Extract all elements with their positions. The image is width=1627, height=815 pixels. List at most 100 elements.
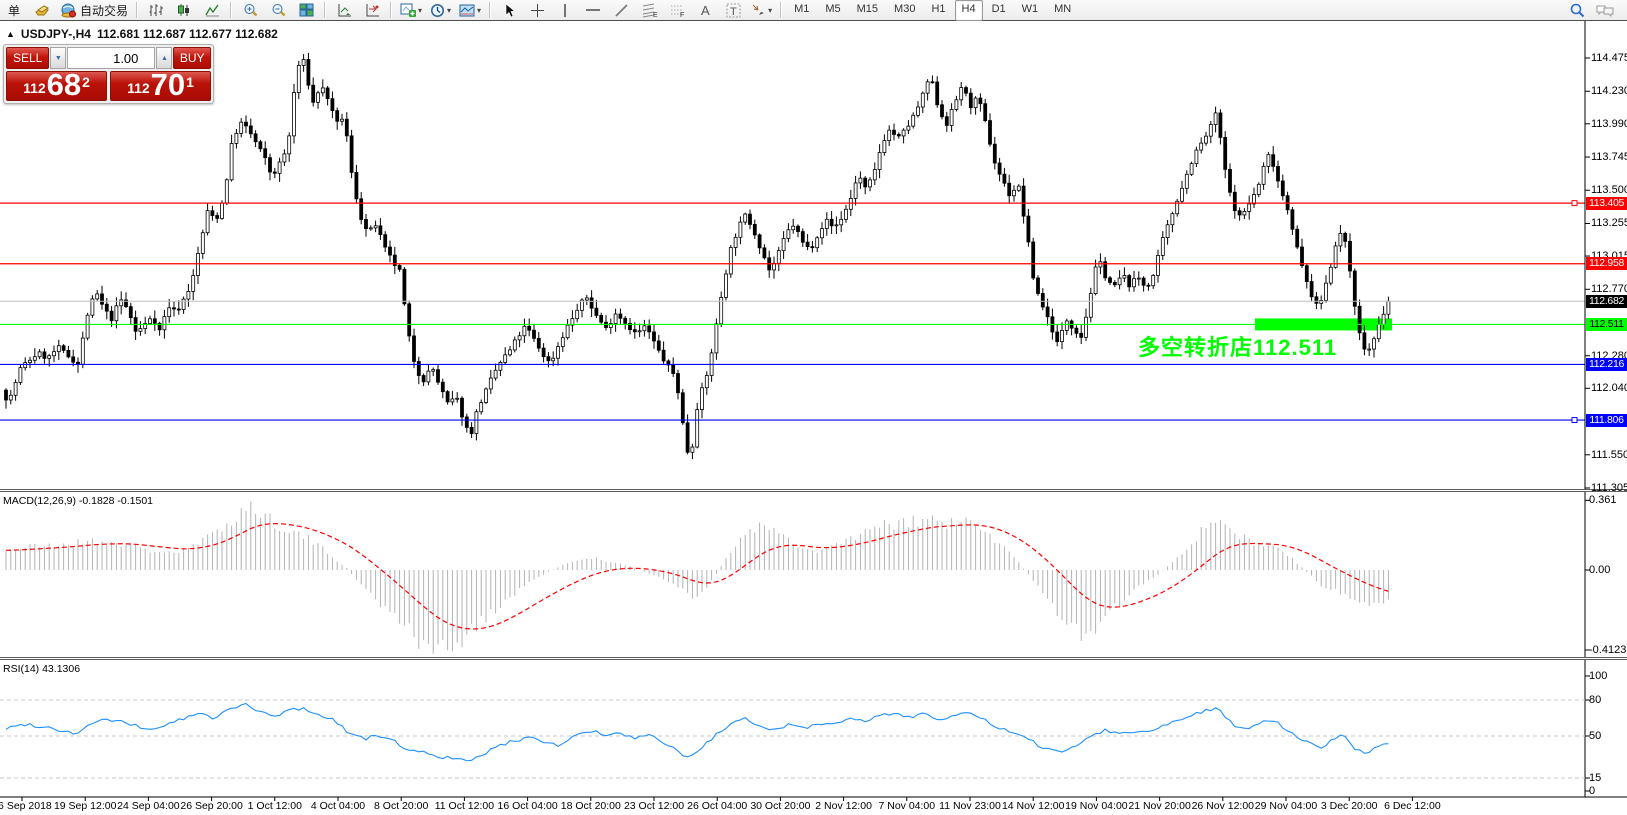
price-badge: 113.405 <box>1586 196 1627 210</box>
autotrading-label: 自动交易 <box>80 3 129 18</box>
sell-quote-button[interactable]: 112 68 2 <box>6 67 107 102</box>
templates-button[interactable]: ▾ <box>456 0 484 21</box>
crosshair-button[interactable] <box>524 0 550 21</box>
trade-panel-quotes: 112 68 2 112 70 1 <box>6 67 211 102</box>
chevron-down-icon: ▾ <box>477 5 482 15</box>
text-button[interactable]: A <box>692 0 718 21</box>
auto-scroll-button[interactable] <box>331 0 357 21</box>
chat-button[interactable] <box>1592 0 1618 21</box>
volume-dropdown-button[interactable]: ▼ <box>50 47 67 69</box>
svg-text:E: E <box>653 12 658 18</box>
toolbar-separator <box>136 2 139 18</box>
time-axis-label: 1 Oct 12:00 <box>247 800 302 812</box>
auto-scroll-icon <box>337 3 352 17</box>
timeframe-button-m5[interactable]: M5 <box>825 2 841 15</box>
macd-signal-line <box>5 523 1389 630</box>
time-axis-label: 16 Sep 2018 <box>0 800 52 812</box>
chat-icon <box>1595 3 1615 18</box>
macd-axis-label: 0.00 <box>1589 564 1611 576</box>
price-badge: 112.216 <box>1586 357 1627 371</box>
vertical-line-button[interactable] <box>552 0 578 21</box>
rsi-axis-label: 100 <box>1589 670 1608 682</box>
price-badge: 112.958 <box>1586 257 1627 271</box>
chevron-down-icon: ▾ <box>418 5 423 15</box>
candlestick-chart-icon <box>177 3 191 17</box>
chart-shift-button[interactable] <box>359 0 385 21</box>
bar-chart-button[interactable] <box>143 0 169 21</box>
timeframe-button-w1[interactable]: W1 <box>1021 2 1039 15</box>
time-axis-label: 21 Nov 20:00 <box>1128 800 1191 812</box>
time-axis-label: 26 Nov 12:00 <box>1191 800 1255 812</box>
text-label-icon: T <box>726 3 741 18</box>
price-tick-label: 111.550 <box>1591 448 1627 461</box>
price-badge: 112.511 <box>1586 317 1627 331</box>
price-tick-label: 114.230 <box>1591 85 1627 98</box>
grid-button[interactable]: F <box>664 0 690 21</box>
autotrading-icon <box>60 3 77 18</box>
tile-windows-button[interactable] <box>293 0 319 21</box>
volume-input[interactable] <box>67 47 156 69</box>
new-chart-button[interactable]: ▾ <box>397 0 425 21</box>
time-axis-label: 26 Sep 20:00 <box>180 800 243 812</box>
trendline-icon <box>614 3 629 18</box>
collapse-arrow-icon[interactable]: ▲ <box>6 29 15 39</box>
time-axis-label: 30 Oct 20:00 <box>750 800 811 812</box>
buy-quote-button[interactable]: 112 70 1 <box>110 69 211 101</box>
time-axis-label: 14 Nov 12:00 <box>1001 800 1065 812</box>
time-axis-label: 2 Nov 12:00 <box>815 800 872 812</box>
cursor-button[interactable] <box>496 0 522 21</box>
new-order-button[interactable]: 单 <box>7 3 20 18</box>
svg-text:F: F <box>680 12 684 18</box>
candlestick-chart-button[interactable] <box>171 0 197 21</box>
price-tick-label: 113.745 <box>1591 151 1627 164</box>
toolbar-separator <box>324 2 327 18</box>
symbol-ohlc-header: ▲ USDJPY-,H4 112.681 112.687 112.677 112… <box>6 27 278 41</box>
timeframe-button-m1[interactable]: M1 <box>794 2 810 15</box>
zoom-in-icon <box>243 3 258 18</box>
new-order-button[interactable] <box>29 0 55 21</box>
price-tick-label: 113.500 <box>1591 184 1627 197</box>
time-axis-label: 7 Nov 04:00 <box>878 800 936 812</box>
timeframe-button-mn[interactable]: MN <box>1054 2 1072 15</box>
text-label-button[interactable]: T <box>720 0 746 21</box>
bar-chart-icon <box>149 3 164 17</box>
toolbar: 单 自动交易 ▾ ▾ ▾ E F A T ▾ M1 M5 M15 M30 H1 H4 D1 W1 MN <box>0 0 1627 21</box>
timeframe-button-h4[interactable]: H4 <box>954 0 983 21</box>
one-click-trading-panel: SELL ▼ ▲ BUY 112 68 2 112 70 1 <box>3 44 214 104</box>
time-axis-label: 8 Oct 20:00 <box>374 800 429 812</box>
svg-text:T: T <box>730 6 737 18</box>
line-chart-button[interactable] <box>199 0 225 21</box>
horizontal-levels-layer <box>0 200 1585 424</box>
pane-divider[interactable] <box>0 657 1627 660</box>
horizontal-line-button[interactable] <box>580 0 606 21</box>
cursor-icon <box>503 2 516 18</box>
timeframe-button-m15[interactable]: M15 <box>856 2 879 15</box>
timeframe-button-m30[interactable]: M30 <box>894 2 916 15</box>
time-axis-label: 11 Nov 23:00 <box>939 800 1001 812</box>
arrows-button[interactable]: ▾ <box>748 0 775 21</box>
new-chart-icon <box>400 3 417 18</box>
zoom-in-button[interactable] <box>237 0 263 21</box>
price-badge: 111.806 <box>1586 413 1627 427</box>
timeframe-button-h1[interactable]: H1 <box>931 2 946 15</box>
sell-price-prefix: 112 <box>23 80 46 96</box>
svg-text:A: A <box>701 3 710 17</box>
sell-price-main: 68 <box>46 67 82 102</box>
volume-increase-button[interactable]: ▲ <box>156 47 173 69</box>
fibonacci-button[interactable]: E <box>636 0 662 21</box>
rsi-axis-label: 50 <box>1589 730 1602 742</box>
time-axis-label: 29 Nov 04:00 <box>1254 800 1318 812</box>
pane-divider[interactable] <box>0 489 1627 492</box>
price-tick-label: 111.305 <box>1591 482 1627 494</box>
periods-button[interactable]: ▾ <box>427 0 454 21</box>
autotrading-button[interactable]: 自动交易 <box>57 0 131 21</box>
zoom-out-icon <box>271 3 286 18</box>
buy-button[interactable]: BUY <box>173 47 212 69</box>
fibonacci-icon: E <box>641 3 658 18</box>
zoom-out-button[interactable] <box>265 0 291 21</box>
sell-button[interactable]: SELL <box>6 47 50 69</box>
search-button[interactable] <box>1564 0 1590 21</box>
timeframe-button-d1[interactable]: D1 <box>991 2 1006 15</box>
trendline-button[interactable] <box>608 0 634 21</box>
